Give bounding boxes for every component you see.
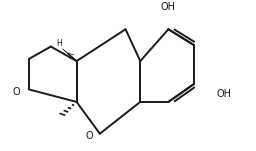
Polygon shape — [62, 49, 77, 61]
Text: O: O — [85, 131, 93, 141]
Text: OH: OH — [161, 2, 176, 12]
Text: H: H — [56, 39, 62, 48]
Text: O: O — [13, 87, 20, 96]
Text: OH: OH — [216, 89, 231, 99]
